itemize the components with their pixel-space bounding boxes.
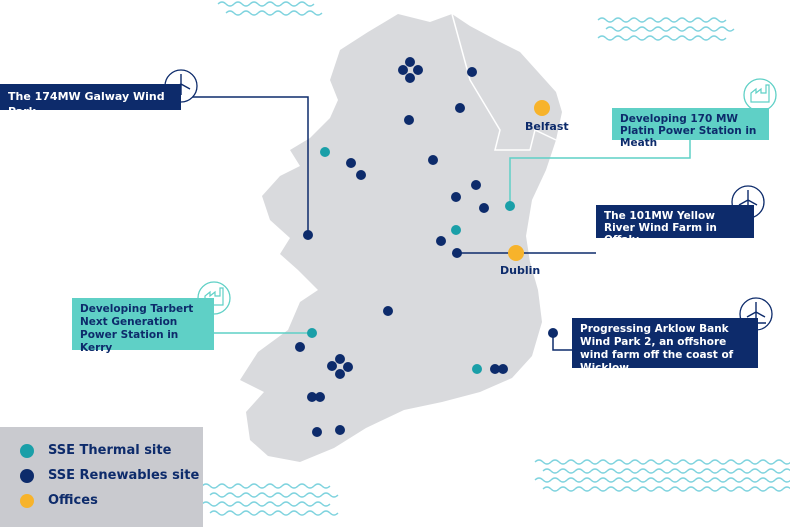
renewables-site-marker (467, 67, 477, 77)
offices-dot-icon (20, 493, 34, 508)
renewables-site-marker (335, 369, 345, 379)
renewables-site-marker (490, 364, 500, 374)
renewables-site-marker (343, 362, 353, 372)
office-marker (508, 245, 524, 261)
renewables-site-marker (307, 392, 317, 402)
legend: SSE Thermal site SSE Renewables site Off… (0, 427, 203, 527)
renewables-site-marker (295, 342, 305, 352)
renewables-site-marker (498, 364, 508, 374)
city-label-dublin: Dublin (500, 264, 541, 277)
renewables-site-marker (405, 73, 415, 83)
thermal-site-marker (320, 147, 330, 157)
waves-decoration (201, 483, 339, 516)
thermal-site-marker (505, 201, 515, 211)
renewables-site-marker (346, 158, 356, 168)
renewables-site-marker (479, 203, 489, 213)
renewables-site-marker (451, 192, 461, 202)
city-label-belfast: Belfast (525, 120, 569, 133)
renewables-site-marker (436, 236, 446, 246)
waves-decoration (217, 1, 323, 16)
waves-decoration (534, 459, 790, 492)
legend-label: SSE Thermal site (48, 443, 172, 458)
callout-yellow-river: The 101MW Yellow River Wind Farm in Offa… (596, 205, 754, 246)
legend-label: Offices (48, 493, 98, 508)
renewables-site-marker (312, 427, 322, 437)
thermal-site-marker (451, 225, 461, 235)
legend-item-thermal: SSE Thermal site (20, 443, 171, 458)
callout-platin: Developing 170 MW Platin Power Station i… (612, 108, 769, 149)
renewables-site-marker (455, 103, 465, 113)
renewables-site-marker (413, 65, 423, 75)
renewables-site-marker (327, 361, 337, 371)
thermal-site-marker (472, 364, 482, 374)
renewables-site-marker (335, 425, 345, 435)
connector-line (509, 140, 691, 206)
thermal-dot-icon (20, 443, 34, 458)
border-line (451, 13, 557, 151)
waves-decoration (597, 17, 735, 41)
renewables-site-marker (404, 115, 414, 125)
renewables-site-marker (398, 65, 408, 75)
renewables-site-marker (383, 306, 393, 316)
legend-label: SSE Renewables site (48, 468, 200, 483)
legend-item-offices: Offices (20, 493, 98, 508)
office-marker (534, 100, 550, 116)
callout-tarbert: Developing Tarbert Next Generation Power… (72, 298, 214, 354)
renewables-site-marker (303, 230, 313, 240)
callout-arklow: Progressing Arklow Bank Wind Park 2, an … (572, 318, 758, 374)
renewables-site-marker (548, 328, 558, 338)
renewables-site-marker (315, 392, 325, 402)
callout-galway: The 174MW Galway Wind Park (0, 84, 181, 118)
factory-icon-glyph (750, 84, 770, 103)
legend-item-renewables: SSE Renewables site (20, 468, 199, 483)
renewables-site-marker (405, 57, 415, 67)
renewables-site-marker (356, 170, 366, 180)
renewables-site-marker (428, 155, 438, 165)
factory-icon-glyph (204, 287, 224, 306)
factory-icon (743, 78, 777, 112)
renewables-site-marker (335, 354, 345, 364)
renewables-site-marker (452, 248, 462, 258)
wind-turbine-icon-glyph (171, 74, 191, 95)
connector-line (552, 333, 572, 351)
renewables-site-marker (471, 180, 481, 190)
connector-line (181, 96, 309, 235)
offshore-wind-icon-glyph (746, 302, 766, 324)
ireland-landmass (240, 14, 562, 462)
renewables-dot-icon (20, 468, 34, 483)
thermal-site-marker (307, 328, 317, 338)
